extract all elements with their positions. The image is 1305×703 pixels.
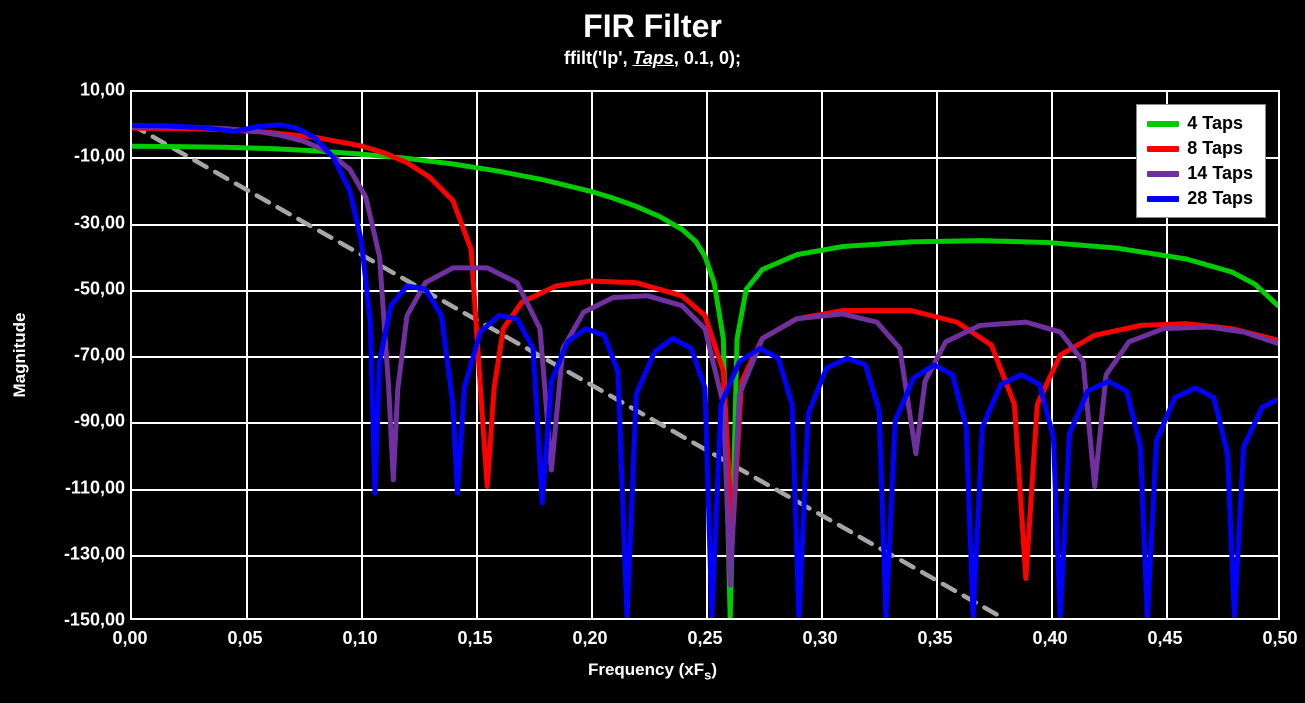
legend-label: 28 Taps <box>1187 188 1253 209</box>
legend-item-28-taps: 28 Taps <box>1147 186 1253 211</box>
y-tick-label: -130,00 <box>45 543 125 564</box>
y-tick-label: -70,00 <box>45 345 125 366</box>
y-tick-label: -90,00 <box>45 411 125 432</box>
x-tick-label: 0,45 <box>1147 628 1182 649</box>
subtitle-taps-emphasis: Taps <box>633 48 674 68</box>
fir-filter-chart: FIR Filter ffilt('lp', Taps, 0.1, 0); Ma… <box>0 0 1305 703</box>
series-8-taps <box>132 128 1278 578</box>
y-tick-label: -30,00 <box>45 212 125 233</box>
x-tick-label: 0,30 <box>802 628 837 649</box>
x-tick-label: 0,10 <box>342 628 377 649</box>
x-axis-label-main: Frequency (xF <box>588 660 704 679</box>
x-axis-label-suffix: ) <box>711 660 717 679</box>
subtitle-prefix: ffilt('lp', <box>564 48 633 68</box>
legend: 4 Taps 8 Taps 14 Taps 28 Taps <box>1136 104 1266 218</box>
y-tick-label: -10,00 <box>45 146 125 167</box>
legend-item-14-taps: 14 Taps <box>1147 161 1253 186</box>
legend-label: 8 Taps <box>1187 138 1243 159</box>
chart-title: FIR Filter <box>0 8 1305 45</box>
x-tick-label: 0,35 <box>917 628 952 649</box>
legend-item-8-taps: 8 Taps <box>1147 136 1253 161</box>
y-tick-label: -50,00 <box>45 278 125 299</box>
x-tick-label: 0,05 <box>227 628 262 649</box>
legend-label: 4 Taps <box>1187 113 1243 134</box>
x-tick-label: 0,50 <box>1262 628 1297 649</box>
legend-swatch <box>1147 146 1179 152</box>
legend-swatch <box>1147 196 1179 202</box>
x-tick-label: 0,20 <box>572 628 607 649</box>
y-axis-label: Magnitude <box>10 313 30 398</box>
legend-label: 14 Taps <box>1187 163 1253 184</box>
y-tick-label: -110,00 <box>45 477 125 498</box>
x-tick-label: 0,25 <box>687 628 722 649</box>
x-axis-label: Frequency (xFs) <box>0 660 1305 682</box>
reference-dashed-line <box>132 125 1003 618</box>
plot-svg <box>132 92 1278 618</box>
plot-area: 4 Taps 8 Taps 14 Taps 28 Taps <box>130 90 1280 620</box>
x-tick-label: 0,40 <box>1032 628 1067 649</box>
legend-swatch <box>1147 121 1179 127</box>
x-tick-label: 0,15 <box>457 628 492 649</box>
legend-item-4-taps: 4 Taps <box>1147 111 1253 136</box>
legend-swatch <box>1147 171 1179 177</box>
x-tick-label: 0,00 <box>112 628 147 649</box>
series-14-taps <box>132 127 1278 586</box>
chart-subtitle: ffilt('lp', Taps, 0.1, 0); <box>0 48 1305 69</box>
y-tick-label: 10,00 <box>45 80 125 101</box>
subtitle-suffix: , 0.1, 0); <box>674 48 741 68</box>
